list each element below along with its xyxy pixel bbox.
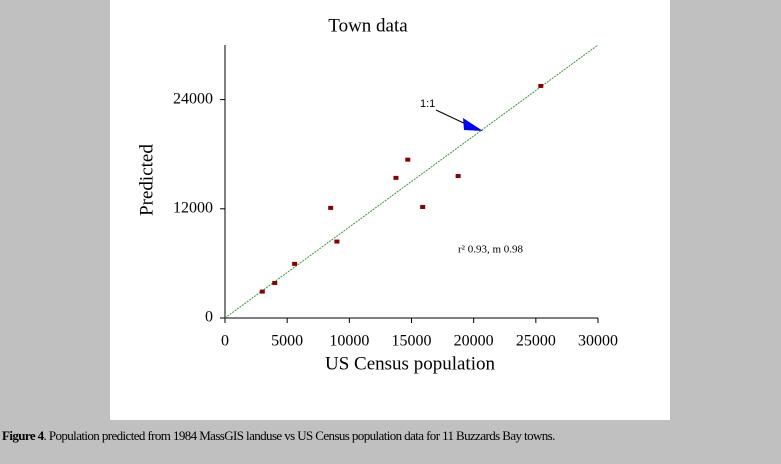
figure-panel	[110, 0, 670, 420]
chart: Town data US Census population Predicted…	[136, 15, 618, 374]
x-tick-label: 20000	[454, 333, 494, 350]
chart-title: Town data	[328, 15, 408, 36]
point	[328, 205, 334, 210]
x-tick-label: 30000	[578, 333, 618, 350]
point	[292, 261, 298, 266]
x-tick-label: 5000	[271, 333, 303, 350]
point	[420, 204, 426, 209]
point	[272, 280, 278, 285]
x-tick-label: 15000	[392, 333, 432, 350]
point	[538, 83, 544, 88]
x-tick-label: 0	[221, 333, 229, 350]
x-axis-label: US Census population	[325, 353, 495, 374]
y-axis-label: Predicted	[136, 144, 157, 216]
x-tick-label: 25000	[516, 333, 556, 350]
caption-text: . Population predicted from 1984 MassGIS…	[43, 428, 556, 443]
point	[405, 157, 411, 162]
point	[455, 174, 461, 179]
point	[334, 239, 340, 244]
caption: Figure 4. Population predicted from 1984…	[2, 428, 772, 444]
x-tick-label: 10000	[329, 333, 369, 350]
point	[393, 175, 399, 180]
reference-label: 1:1	[420, 98, 435, 110]
caption-label: Figure 4	[2, 428, 44, 443]
reference-line	[224, 44, 599, 319]
y-tick-label: 0	[205, 309, 213, 326]
stats-annotation: r² 0.93, m 0.98	[458, 244, 524, 256]
y-tick-label: 12000	[173, 199, 213, 216]
point	[259, 289, 265, 294]
arrow-head	[463, 118, 483, 131]
y-tick-label: 24000	[173, 90, 213, 107]
